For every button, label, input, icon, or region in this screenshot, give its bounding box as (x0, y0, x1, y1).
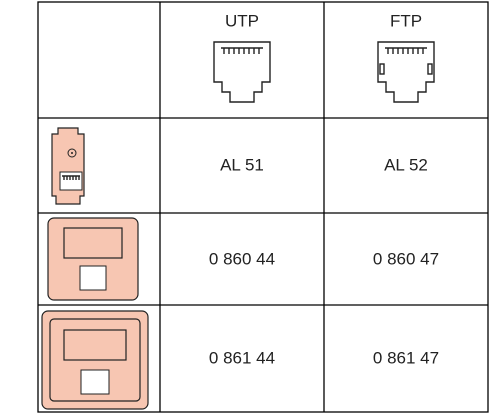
column-header: UTP (225, 11, 259, 30)
cell-text: 0 861 47 (373, 348, 439, 367)
cell-text: AL 52 (384, 155, 428, 174)
table-grid (37, 1, 489, 413)
cell-text: 0 860 47 (373, 249, 439, 268)
cell-text: 0 860 44 (209, 249, 275, 268)
module-icon (51, 127, 85, 205)
framed-plate-icon (41, 310, 149, 410)
cell-text: AL 51 (220, 155, 264, 174)
utp-connector-icon (213, 41, 271, 103)
cell-text: 0 861 44 (209, 348, 275, 367)
plate-icon (47, 217, 139, 301)
column-header: FTP (390, 11, 422, 30)
ftp-connector-icon (377, 41, 435, 103)
